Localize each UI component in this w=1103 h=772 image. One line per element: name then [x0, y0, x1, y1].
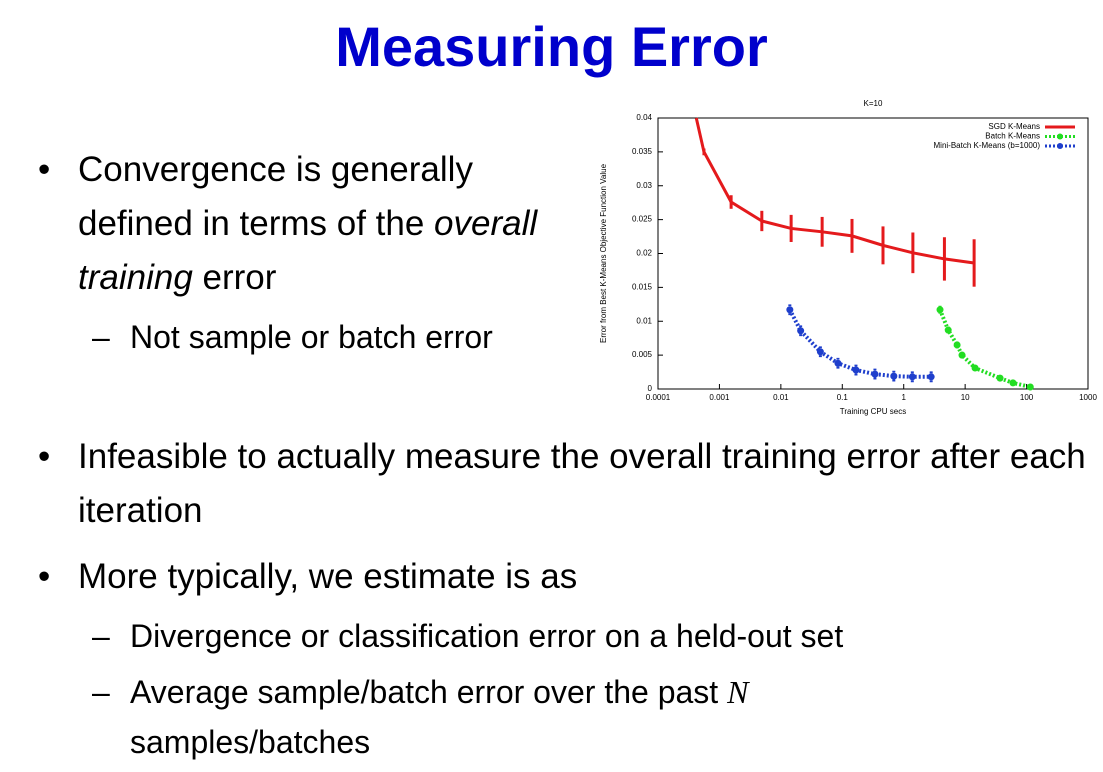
bullet-text: More typically, we estimate is as	[78, 557, 578, 596]
slide-title: Measuring Error	[335, 15, 768, 78]
bullet: • More typically, we estimate is as	[38, 550, 1078, 604]
y-tick-label: 0.02	[636, 249, 652, 258]
sub-bullet: – Average sample/batch error over the pa…	[92, 667, 890, 767]
point	[816, 348, 824, 356]
plot-frame	[657, 117, 1089, 390]
sub-bullet: – Not sample or batch error	[92, 312, 580, 362]
series-line	[694, 117, 975, 265]
y-tick-label: 0.04	[636, 113, 652, 122]
legend-label: SGD K-Means	[988, 122, 1040, 131]
bullet-text: error	[202, 258, 277, 297]
x-tick-label: 0.001	[709, 393, 730, 402]
point	[1009, 379, 1017, 387]
point	[871, 370, 879, 378]
point	[944, 326, 952, 334]
sub-bullet: – Divergence or classification error on …	[92, 611, 1080, 661]
point	[927, 373, 935, 381]
point	[834, 359, 842, 367]
y-axis-label: Error from Best K-Means Objective Functi…	[599, 163, 608, 343]
point	[890, 372, 898, 380]
legend-marker	[1057, 143, 1063, 149]
bullet: • Infeasible to actually measure the ove…	[38, 430, 1088, 538]
bullet-text: Infeasible to actually measure the overa…	[78, 437, 1086, 530]
y-tick-label: 0.005	[632, 350, 653, 359]
point	[958, 351, 966, 359]
x-tick-label: 1	[901, 393, 906, 402]
y-tick-label: 0.015	[632, 282, 653, 291]
x-tick-label: 10	[961, 393, 970, 402]
x-tick-label: 0.1	[837, 393, 849, 402]
x-tick-label: 0.0001	[646, 393, 671, 402]
legend-label: Mini-Batch K-Means (b=1000)	[934, 141, 1041, 150]
y-tick-label: 0.03	[636, 181, 652, 190]
y-tick-label: 0	[648, 384, 653, 393]
bullet-dash: –	[92, 319, 110, 355]
y-tick-label: 0.025	[632, 215, 653, 224]
bullet-text: N	[727, 674, 749, 710]
chart-title: K=10	[864, 99, 883, 108]
bullet-text: overall training	[78, 204, 538, 297]
bullet-dash: –	[92, 618, 110, 654]
point	[852, 366, 860, 374]
series-line	[938, 308, 1031, 389]
bullet-dot: •	[38, 437, 51, 476]
point	[953, 341, 961, 349]
x-tick-label: 1000	[1079, 393, 1097, 402]
legend-label: Batch K-Means	[985, 132, 1040, 141]
y-tick-label: 0.01	[636, 316, 652, 325]
point	[996, 374, 1004, 382]
series-line	[788, 308, 932, 379]
bullet-text: Not sample or batch error	[130, 319, 493, 355]
x-tick-label: 100	[1020, 393, 1034, 402]
point	[908, 373, 916, 381]
bullet-text: samples/batches	[130, 724, 371, 760]
point	[936, 306, 944, 314]
bullet: • Convergence is generally defined in te…	[38, 143, 558, 305]
legend-marker	[1057, 133, 1063, 140]
bullet-dot: •	[38, 557, 51, 596]
point	[797, 327, 805, 335]
x-axis-label: Training CPU secs	[840, 407, 906, 416]
y-tick-label: 0.035	[632, 147, 653, 156]
bullet-dot: •	[38, 150, 51, 189]
bullet-text: Divergence or classification error on a …	[130, 618, 844, 654]
x-tick-label: 0.01	[773, 393, 789, 402]
bullet-text: Convergence is generally defined in term…	[78, 150, 473, 243]
point	[971, 364, 979, 372]
bullet-dash: –	[92, 674, 110, 710]
point	[1026, 383, 1034, 391]
bullet-text: Average sample/batch error over the past	[130, 674, 719, 710]
point	[786, 306, 794, 314]
chart: K=10 Training CPU secs Error from Best K-M…	[599, 99, 1097, 416]
